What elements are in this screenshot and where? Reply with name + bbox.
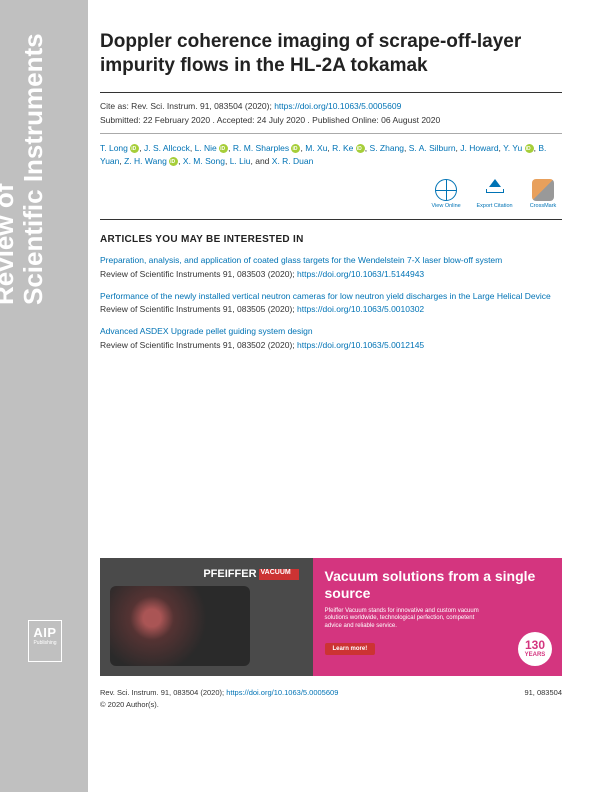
copyright: © 2020 Author(s).	[100, 700, 562, 709]
orcid-icon[interactable]	[130, 144, 139, 153]
author[interactable]: M. Xu	[305, 143, 327, 153]
advertisement[interactable]: PFEIFFER Vacuum solutions from a single …	[100, 558, 562, 676]
journal-title-line1: Review of	[0, 33, 19, 305]
view-online-button[interactable]: View Online	[427, 179, 465, 209]
footer-doi-link[interactable]: https://doi.org/10.1063/5.0005609	[226, 688, 338, 697]
author[interactable]: L. Liu	[230, 156, 251, 166]
crossmark-button[interactable]: CrossMark	[524, 179, 562, 209]
related-item: Performance of the newly installed verti…	[100, 291, 562, 315]
citation-line: Cite as: Rev. Sci. Instrum. 91, 083504 (…	[100, 101, 562, 111]
related-cite: Review of Scientific Instruments 91, 083…	[100, 304, 562, 314]
author-list: T. Long , J. S. Allcock, L. Nie , R. M. …	[100, 142, 562, 169]
ad-years-badge: 130 YEARS	[518, 632, 552, 666]
author[interactable]: T. Long	[100, 143, 128, 153]
related-title-link[interactable]: Performance of the newly installed verti…	[100, 291, 562, 303]
author[interactable]: S. Zhang	[370, 143, 405, 153]
related-list: Preparation, analysis, and application o…	[100, 255, 562, 351]
ad-learn-more-button[interactable]: Learn more!	[325, 643, 376, 655]
author[interactable]: R. Ke	[332, 143, 353, 153]
view-online-label: View Online	[431, 203, 460, 209]
author[interactable]: J. Howard	[460, 143, 498, 153]
footer: Rev. Sci. Instrum. 91, 083504 (2020); ht…	[100, 688, 562, 709]
orcid-icon[interactable]	[356, 144, 365, 153]
ad-body: Pfeiffer Vacuum stands for innovative an…	[325, 608, 485, 631]
globe-icon	[435, 179, 457, 201]
crossmark-label: CrossMark	[530, 203, 557, 209]
ad-badge-unit: YEARS	[525, 652, 546, 658]
doi-link[interactable]: https://doi.org/10.1063/5.0005609	[274, 101, 401, 111]
journal-sidebar: Review of Scientific Instruments AIP Pub…	[0, 0, 88, 792]
publisher-badge: AIP Publishing	[28, 620, 62, 662]
related-doi-link[interactable]: https://doi.org/10.1063/1.5144943	[297, 269, 424, 279]
ad-product-image	[110, 586, 250, 666]
export-citation-button[interactable]: Export Citation	[476, 179, 514, 209]
export-label: Export Citation	[477, 203, 513, 209]
footer-pageref: 91, 083504	[524, 688, 562, 697]
publisher-abbr: AIP	[29, 625, 61, 640]
divider	[100, 219, 562, 220]
crossmark-icon	[532, 179, 554, 201]
divider	[100, 92, 562, 93]
author[interactable]: X. M. Song	[183, 156, 225, 166]
related-title-link[interactable]: Advanced ASDEX Upgrade pellet guiding sy…	[100, 326, 562, 338]
orcid-icon[interactable]	[219, 144, 228, 153]
ad-headline: Vacuum solutions from a single source	[325, 568, 550, 602]
orcid-icon[interactable]	[525, 144, 534, 153]
main-content: Doppler coherence imaging of scrape-off-…	[100, 0, 580, 362]
related-item: Advanced ASDEX Upgrade pellet guiding sy…	[100, 326, 562, 350]
article-title: Doppler coherence imaging of scrape-off-…	[100, 30, 562, 78]
author[interactable]: J. S. Allcock	[144, 143, 190, 153]
journal-title-line2: Scientific Instruments	[19, 33, 48, 305]
ad-badge-number: 130	[518, 638, 552, 652]
related-title-link[interactable]: Preparation, analysis, and application o…	[100, 255, 562, 267]
footer-cite: Rev. Sci. Instrum. 91, 083504 (2020);	[100, 688, 226, 697]
orcid-icon[interactable]	[169, 157, 178, 166]
author[interactable]: S. A. Silburn	[409, 143, 456, 153]
orcid-icon[interactable]	[291, 144, 300, 153]
author[interactable]: L. Nie	[195, 143, 217, 153]
author[interactable]: Z. H. Wang	[124, 156, 167, 166]
related-heading: ARTICLES YOU MAY BE INTERESTED IN	[100, 234, 562, 245]
ad-image-panel: PFEIFFER	[100, 558, 313, 676]
related-doi-link[interactable]: https://doi.org/10.1063/5.0010302	[297, 304, 424, 314]
related-cite: Review of Scientific Instruments 91, 083…	[100, 340, 562, 350]
author[interactable]: X. R. Duan	[272, 156, 314, 166]
ad-brand: PFEIFFER	[203, 568, 298, 580]
related-cite: Review of Scientific Instruments 91, 083…	[100, 269, 562, 279]
publisher-name: Publishing	[33, 640, 56, 646]
export-icon	[484, 179, 506, 201]
action-icons-row: View Online Export Citation CrossMark	[100, 179, 562, 209]
publication-dates: Submitted: 22 February 2020 . Accepted: …	[100, 115, 562, 125]
author[interactable]: R. M. Sharples	[233, 143, 289, 153]
cite-prefix: Cite as: Rev. Sci. Instrum. 91, 083504 (…	[100, 101, 274, 111]
ad-text-panel: Vacuum solutions from a single source Pf…	[313, 558, 562, 676]
divider	[100, 133, 562, 134]
author[interactable]: Y. Yu	[503, 143, 522, 153]
related-doi-link[interactable]: https://doi.org/10.1063/5.0012145	[297, 340, 424, 350]
related-item: Preparation, analysis, and application o…	[100, 255, 562, 279]
